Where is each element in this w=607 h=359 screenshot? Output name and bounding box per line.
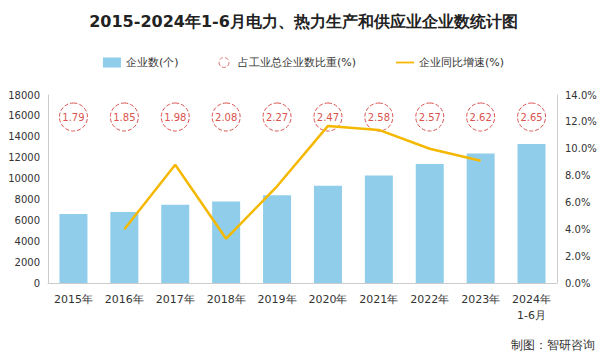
svg-text:6.0%: 6.0% — [565, 197, 590, 208]
svg-text:18000: 18000 — [8, 90, 40, 101]
svg-text:2.08: 2.08 — [215, 112, 237, 123]
svg-text:2.47: 2.47 — [317, 112, 339, 123]
svg-text:2.57: 2.57 — [419, 112, 441, 123]
svg-text:2020年: 2020年 — [308, 293, 347, 306]
svg-text:12.0%: 12.0% — [565, 116, 597, 127]
svg-text:10.0%: 10.0% — [565, 143, 597, 154]
svg-text:4000: 4000 — [15, 236, 40, 247]
svg-text:0.0%: 0.0% — [565, 278, 590, 289]
svg-text:2017年: 2017年 — [156, 293, 195, 306]
svg-text:14000: 14000 — [8, 131, 40, 142]
svg-text:2.27: 2.27 — [266, 112, 288, 123]
svg-text:2015年: 2015年 — [54, 293, 93, 306]
svg-text:8.0%: 8.0% — [565, 170, 590, 181]
svg-text:2016年: 2016年 — [105, 293, 144, 306]
svg-text:1-6月: 1-6月 — [517, 309, 546, 322]
svg-text:10000: 10000 — [8, 173, 40, 184]
svg-text:8000: 8000 — [15, 194, 40, 205]
svg-text:12000: 12000 — [8, 152, 40, 163]
svg-text:4.0%: 4.0% — [565, 224, 590, 235]
svg-text:企业同比增速(%): 企业同比增速(%) — [419, 56, 504, 69]
svg-text:2021年: 2021年 — [359, 293, 398, 306]
svg-text:制图：智研咨询: 制图：智研咨询 — [511, 338, 595, 352]
svg-text:占工业总企业数比重(%): 占工业总企业数比重(%) — [238, 56, 356, 69]
svg-text:2024年: 2024年 — [512, 293, 551, 306]
svg-text:2018年: 2018年 — [207, 293, 246, 306]
svg-text:16000: 16000 — [8, 110, 40, 121]
svg-text:1.98: 1.98 — [164, 112, 186, 123]
svg-text:2.62: 2.62 — [470, 112, 492, 123]
svg-text:6000: 6000 — [15, 215, 40, 226]
svg-text:2.65: 2.65 — [520, 112, 542, 123]
svg-text:2.58: 2.58 — [368, 112, 390, 123]
svg-text:2.0%: 2.0% — [565, 251, 590, 262]
svg-text:1.85: 1.85 — [113, 112, 135, 123]
svg-text:2023年: 2023年 — [461, 293, 500, 306]
svg-text:0: 0 — [34, 278, 40, 289]
svg-text:2022年: 2022年 — [410, 293, 449, 306]
svg-text:2015-2024年1-6月电力、热力生产和供应业企业数统计: 2015-2024年1-6月电力、热力生产和供应业企业数统计图 — [89, 12, 518, 31]
svg-text:企业数(个): 企业数(个) — [126, 56, 179, 69]
svg-text:1.79: 1.79 — [62, 112, 84, 123]
svg-text:2000: 2000 — [15, 257, 40, 268]
svg-text:2019年: 2019年 — [258, 293, 297, 306]
svg-text:14.0%: 14.0% — [565, 90, 597, 101]
